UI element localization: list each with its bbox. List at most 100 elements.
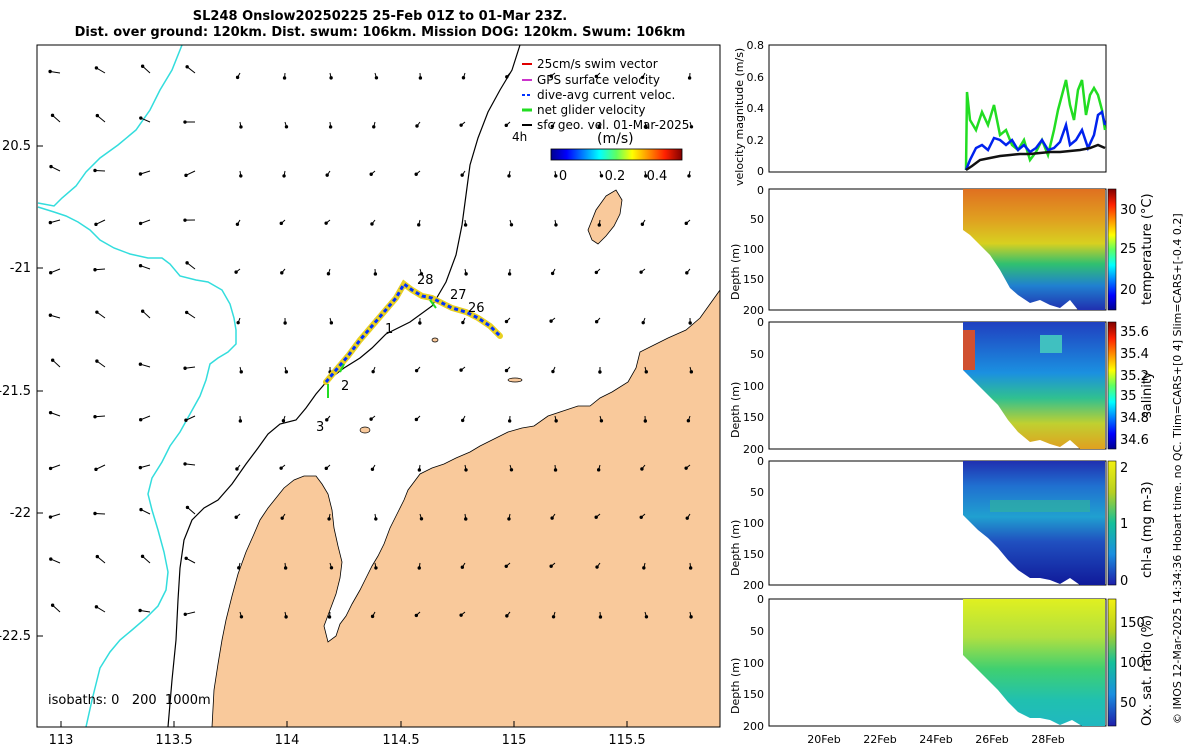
velocity-arrow-head: [140, 554, 145, 559]
velocity-arrow-head: [138, 465, 143, 470]
velocity-arrow-head: [279, 221, 283, 226]
velocity-arrow-head: [138, 221, 143, 226]
velocity-arrow-head: [461, 320, 465, 325]
colorbar-tick: 0: [559, 169, 567, 184]
time-axis-ticks: 20Feb 22Feb 24Feb 26Feb 28Feb: [807, 733, 1064, 746]
depth-ticks: 0 50 100 150 200 0 50 100 150 200 0 50 100 150…: [743, 184, 764, 733]
velocity-arrow-head: [460, 565, 465, 569]
velocity-arrow-head: [504, 564, 508, 569]
velocity-arrow-head: [643, 419, 648, 423]
velocity-arrow-head: [596, 468, 601, 472]
svg-text:35: 35: [1120, 389, 1137, 404]
velocity-arrow-head: [95, 554, 100, 559]
svg-text:200: 200: [743, 720, 764, 733]
velocity-arrow-head: [93, 268, 97, 272]
map-lat-ticks: 20.5 -21 -21.5 -22 -22.5: [0, 139, 31, 644]
velocity-arrow-head: [94, 66, 99, 70]
isobaths-label: isobaths: 0 200 1000m: [48, 693, 211, 708]
velocity-arrow-head: [139, 417, 143, 422]
velocity-arrow-head: [50, 358, 55, 362]
map-lon-ticks: 113 113.5 114 114.5 115 115.5: [49, 733, 646, 748]
velocity-arrow-head: [239, 370, 243, 374]
velocity-arrow-head: [460, 173, 464, 177]
legend-dive-avg: dive-avg current veloc.: [537, 88, 675, 102]
velocity-arrow: [731, 465, 735, 468]
velocity-arrow-head: [50, 603, 55, 607]
velocity-arrow-head: [414, 368, 419, 373]
velocity-arrow-head: [329, 76, 333, 80]
svg-text:50: 50: [1120, 696, 1137, 711]
velocity-arrow-head: [49, 271, 53, 275]
velocity-arrow-head: [459, 613, 463, 617]
svg-text:20Feb: 20Feb: [807, 733, 840, 746]
velocity-arrow-head: [239, 125, 243, 129]
velocity-arrow-head: [507, 272, 512, 276]
svg-text:26Feb: 26Feb: [975, 733, 1008, 746]
velocity-arrow-head: [48, 466, 53, 471]
coastline: [211, 289, 720, 727]
velocity-arrow-head: [550, 124, 555, 128]
velocity-arrow-head: [689, 370, 694, 374]
velocity-arrow-head: [184, 556, 188, 560]
velocity-arrow-head: [370, 467, 375, 471]
velocity-arrow-head: [93, 168, 97, 173]
velocity-arrow-head: [459, 368, 463, 372]
velocity-arrow-head: [369, 172, 373, 176]
velocity-arrow-head: [687, 174, 691, 178]
velocity-arrow-head: [459, 123, 463, 127]
day-label-26: 26: [468, 301, 485, 316]
velocity-ylabel: velocity magnitude (m/s): [733, 47, 746, 186]
velocity-arrow-head: [414, 613, 419, 618]
svg-text:100: 100: [743, 517, 764, 530]
chla-panel: [768, 460, 1117, 586]
lon-tick: 114.5: [382, 733, 419, 748]
velocity-arrow-head: [507, 419, 512, 423]
velocity-arrow-head: [644, 370, 648, 374]
velocity-arrow-head: [594, 515, 598, 519]
velocity-arrow-head: [461, 76, 466, 80]
svg-text:30: 30: [1120, 203, 1137, 218]
velocity-arrow-head: [417, 566, 421, 570]
islet: [431, 337, 439, 343]
velocity-arrow-head: [689, 125, 694, 129]
velocity-arrow-head: [644, 174, 648, 178]
footer-credit: © IMOS 12-Mar-2025 14:34:36 Hobart time.…: [1171, 213, 1184, 724]
velocity-arrow-head: [50, 113, 55, 118]
velocity-arrow-head: [687, 76, 692, 80]
svg-text:24Feb: 24Feb: [919, 733, 952, 746]
velocity-arrow-head: [419, 517, 424, 521]
velocity-arrow-head: [549, 564, 553, 568]
velocity-arrow-head: [95, 113, 100, 118]
velocity-arrow-head: [372, 125, 376, 129]
velocity-arrow-head: [94, 605, 99, 609]
colorbar-tick: 0.2: [605, 169, 626, 184]
velocity-arrow-head: [234, 270, 238, 274]
velocity-arrow-head: [138, 263, 143, 268]
svg-text:200: 200: [743, 579, 764, 592]
velocity-arrow-head: [183, 462, 187, 466]
velocity-arrow-head: [733, 616, 735, 618]
map-title-line2: Dist. over ground: 120km. Dist. swum: 10…: [74, 25, 686, 40]
svg-text:35.6: 35.6: [1120, 325, 1149, 340]
svg-text:25: 25: [1120, 242, 1137, 257]
velocity-arrow-head: [327, 615, 332, 619]
islet: [507, 377, 523, 383]
velocity-arrow-head: [504, 123, 508, 128]
sal-depth-label: Depth (m): [729, 381, 742, 438]
vel-ytick: 0.2: [747, 134, 765, 147]
salinity-panel: [768, 321, 1117, 450]
velocity-arrow-head: [504, 319, 509, 324]
velocity-arrow-head: [279, 466, 283, 470]
velocity-arrow-head: [139, 507, 143, 512]
velocity-arrow-head: [184, 173, 188, 178]
temperature-colorbar: [1107, 188, 1117, 311]
velocity-arrow-head: [183, 218, 187, 222]
velocity-arrow-head: [374, 76, 379, 80]
velocity-arrow-head: [460, 418, 465, 423]
oxygen-cb-label: Ox. sat. ratio (%): [1140, 615, 1155, 726]
velocity-arrow-head: [324, 221, 328, 225]
velocity-arrow-head: [48, 410, 53, 415]
velocity-arrow-head: [550, 516, 554, 520]
velocity-arrow-head: [509, 223, 514, 227]
